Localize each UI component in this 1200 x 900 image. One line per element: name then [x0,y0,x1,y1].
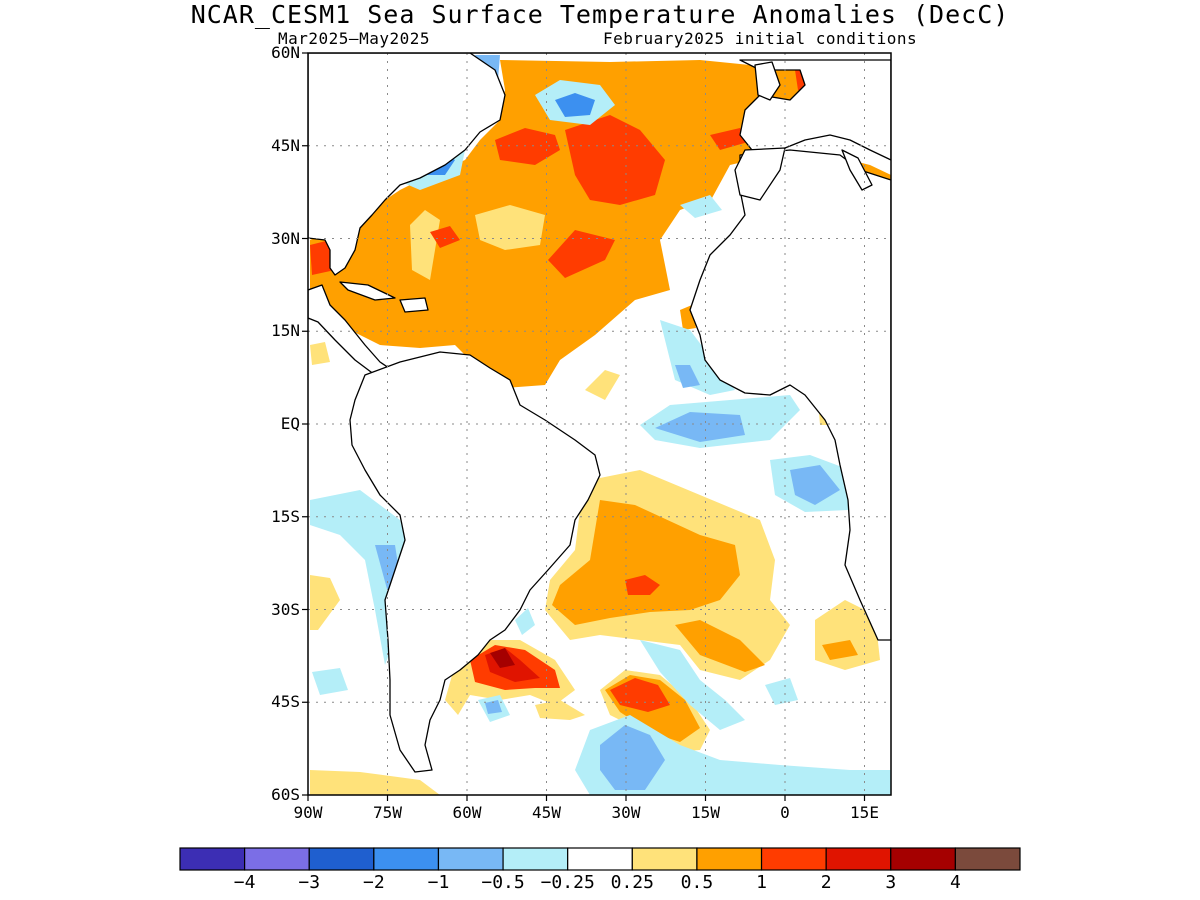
land-africa [689,149,891,641]
land-uk [754,61,781,101]
lon-tick-label: 90W [293,803,323,822]
anomaly-weak-warm-chile [310,575,340,630]
anomaly-cool-angola-core [790,465,840,505]
anomaly-cool-south-mid-1 [640,640,745,730]
anomaly-weak-warm-pacific-central [310,342,330,365]
anomaly-weak-warm-south-3 [535,700,585,720]
graticule [308,53,891,795]
anomaly-weak-warm-far-south [310,770,440,795]
anomaly-weak-warm-west-africa [585,370,620,400]
lon-tick-label: 0 [780,803,790,822]
anomaly-strong-warm-3 [548,230,615,278]
anomaly-cool-chile-south [312,668,348,695]
anomaly-strong-warm-south-2 [610,678,670,712]
lat-tick-label: 60S [271,785,300,804]
lat-tick-label: 60N [271,43,300,62]
anomaly-cool-canary-core [675,365,700,388]
anomaly-warm-benguela [822,640,858,660]
color-bar-label: −0.25 [540,872,595,893]
anomaly-cool-canary [660,320,735,395]
forecast-period: Mar2025–May2025 [278,29,430,48]
color-bar-label: 0.25 [610,872,654,893]
color-bar-label: −3 [298,872,321,893]
anomaly-weak-warm-fringe-2 [410,210,440,280]
anomaly-cool-azores [680,195,722,218]
color-bar-label: 4 [949,872,961,893]
anomaly-cool-north-atlantic-core [555,93,595,117]
lon-tick-label: 45W [532,803,561,822]
lat-tick-label: EQ [280,414,300,433]
color-bar-label: 1 [756,872,767,893]
anomaly-strong-warm-2 [495,128,560,165]
anomaly-cool-guinea-core [655,412,745,442]
lon-tick-label: 15W [691,803,720,822]
lon-tick-label: 60W [452,803,482,822]
anomaly-cool-south-mid-2 [765,678,798,705]
color-bar-label: 3 [885,872,897,893]
lat-tick-label: 45N [271,135,300,155]
anomaly-warm-south-atlantic-2 [675,620,765,672]
anomaly-extreme-warm-patagonia [490,648,515,668]
land-hispaniola [399,297,429,313]
lat-tick-label: 30N [271,228,300,248]
anomaly-strong-warm-south-atlantic [625,575,660,595]
anomaly-cool-south-core [600,725,665,790]
anomaly-strong-warm-7 [710,128,748,150]
land-italy [841,149,873,191]
lon-tick-label: 15E [850,803,879,822]
lat-tick-label: 15S [271,506,300,526]
anomaly-strong-warm-4 [430,226,460,248]
anomaly-strong-warm-1 [565,115,665,205]
lat-tick-label: 15N [271,321,300,341]
initial-conditions: February2025 initial conditions [603,29,918,48]
color-bar-label: 2 [820,872,832,893]
color-bar-label: −0.5 [481,872,525,893]
lat-tick-label: 30S [271,599,300,619]
anomaly-cool-malvinas-core [485,700,502,714]
land-north-america [308,53,506,276]
land-south-america [349,351,601,773]
anomaly-cool-brazil-shelf [515,608,535,635]
lon-tick-label: 30W [611,803,641,822]
anomaly-warm-south-atlantic [552,500,740,625]
lat-tick-label: 45S [271,692,300,712]
land-cuba [339,281,396,301]
land-iberia [734,147,786,201]
anomaly-cool-peru-fringe [310,490,410,665]
color-bar-label: −4 [233,872,256,893]
color-bar-label: 0.5 [680,872,714,893]
lon-tick-label: 75W [373,803,402,822]
color-bar-label: −1 [427,872,450,893]
color-bar-label: −2 [363,872,385,893]
chart-title: NCAR_CESM1 Sea Surface Temperature Anoma… [190,0,1010,29]
